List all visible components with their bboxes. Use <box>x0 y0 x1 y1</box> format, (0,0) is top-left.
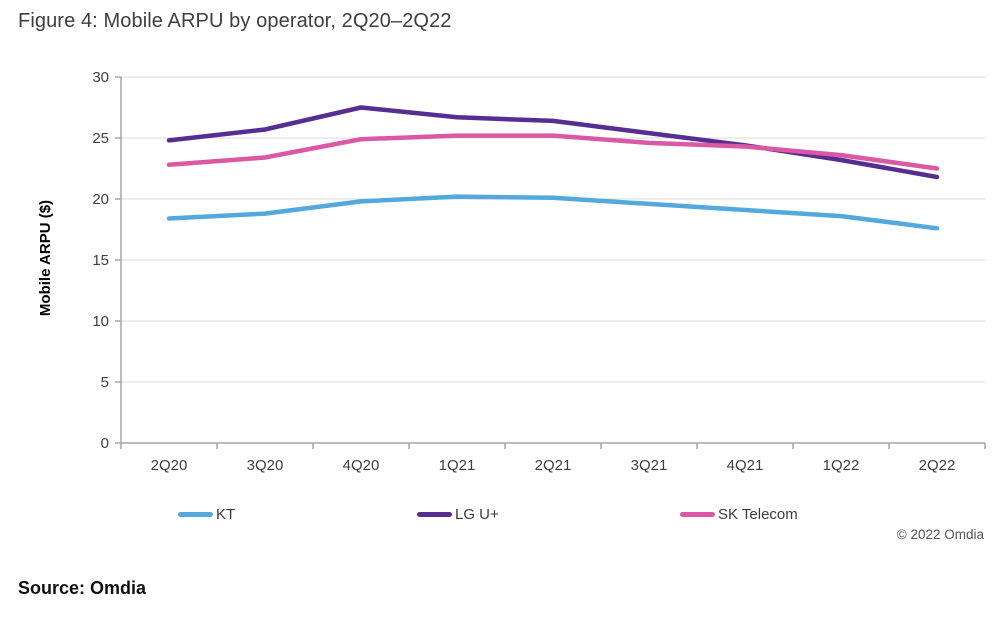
series-lines-layer <box>166 105 940 231</box>
legend-label-lg-uplus: LG U+ <box>455 505 499 523</box>
sk-telecom-line-swatch <box>680 511 715 517</box>
x-tick-label: 4Q20 <box>343 457 380 474</box>
y-tick-label: 15 <box>92 252 109 269</box>
source-note: Source: Omdia <box>18 578 147 598</box>
legend-item-lg-uplus: LG U+ <box>417 503 499 525</box>
chart-legend: KT LG U+ SK Telecom <box>0 503 1000 527</box>
x-tick-label: 1Q22 <box>823 457 860 474</box>
series-line-sk-telecom <box>166 133 940 171</box>
figure-title: Figure 4: Mobile ARPU by operator, 2Q20–… <box>18 10 452 32</box>
y-tick-label: 5 <box>101 374 109 391</box>
y-tick-label: 30 <box>92 69 109 86</box>
legend-item-kt: KT <box>178 503 235 525</box>
y-axis-title: Mobile ARPU ($) <box>37 200 54 316</box>
x-tick-label: 2Q22 <box>919 457 956 474</box>
x-tick-label: 2Q20 <box>151 457 188 474</box>
copyright-note: © 2022 Omdia <box>896 527 984 542</box>
legend-item-sk-telecom: SK Telecom <box>680 503 798 525</box>
y-tick-label: 20 <box>92 191 109 208</box>
legend-label-kt: KT <box>216 505 236 523</box>
x-tick-label: 3Q20 <box>247 457 284 474</box>
y-tick-label: 10 <box>92 313 109 330</box>
x-tick-label: 2Q21 <box>535 457 572 474</box>
x-tick-label: 3Q21 <box>631 457 668 474</box>
series-line-kt <box>166 194 940 231</box>
lg-uplus-line-swatch <box>417 511 452 517</box>
axes-layer <box>115 76 986 449</box>
axis-labels-layer: 0 5 10 15 20 25 30 2Q20 3Q20 4Q20 1Q21 2Q21 3Q21 4Q21… <box>92 69 955 474</box>
line-chart: 0 5 10 15 20 25 30 2Q20 3Q20 4Q20 1Q21 2Q21 3Q21 4Q21… <box>37 69 986 474</box>
x-tick-label: 1Q21 <box>439 457 476 474</box>
y-tick-label: 0 <box>101 435 109 452</box>
series-line-lg-u- <box>166 105 940 180</box>
kt-line-swatch <box>178 511 213 517</box>
y-tick-label: 25 <box>92 130 109 147</box>
x-tick-label: 4Q21 <box>727 457 764 474</box>
legend-label-sk-telecom: SK Telecom <box>718 505 798 523</box>
